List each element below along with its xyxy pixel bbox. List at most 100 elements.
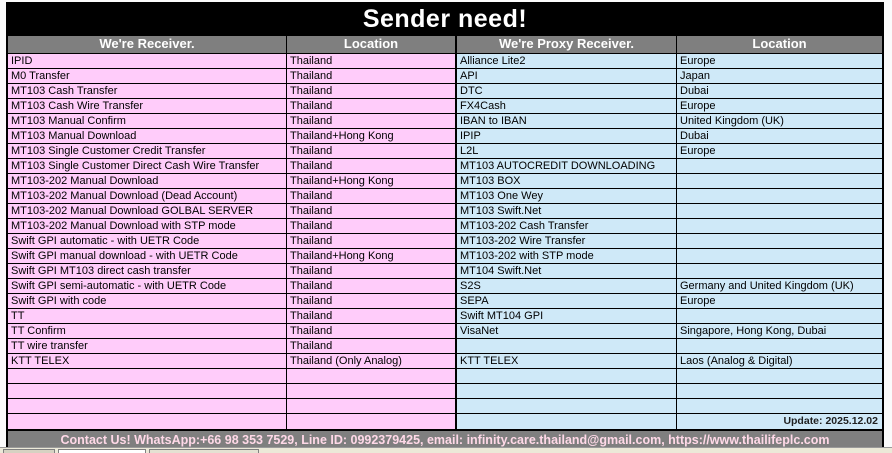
table-cell[interactable] (677, 159, 882, 174)
table-cell[interactable]: Laos (Analog & Digital) (677, 354, 882, 369)
table-cell[interactable]: Europe (677, 99, 882, 114)
table-cell[interactable]: Thailand (287, 99, 457, 114)
table-cell[interactable]: M0 Transfer (8, 69, 287, 84)
sheet-tab[interactable] (3, 449, 55, 453)
table-cell[interactable] (677, 249, 882, 264)
table-cell[interactable] (677, 309, 882, 324)
table-cell[interactable] (677, 174, 882, 189)
table-cell[interactable] (677, 264, 882, 279)
table-cell[interactable]: Thailand (287, 69, 457, 84)
table-cell[interactable]: Swift GPI MT103 direct cash transfer (8, 264, 287, 279)
column-header-proxy-receiver[interactable]: We're Proxy Receiver. (457, 36, 677, 53)
table-cell[interactable] (677, 399, 882, 414)
table-cell[interactable]: Thailand (287, 114, 457, 129)
table-cell[interactable]: Thailand (287, 234, 457, 249)
table-cell[interactable]: Europe (677, 54, 882, 69)
table-cell[interactable] (8, 369, 287, 384)
table-cell[interactable]: Thailand (287, 54, 457, 69)
table-cell[interactable]: Europe (677, 144, 882, 159)
table-cell[interactable] (677, 234, 882, 249)
table-cell[interactable]: Thailand+Hong Kong (287, 129, 457, 144)
table-cell[interactable]: Thailand (287, 324, 457, 339)
table-cell[interactable]: Thailand (287, 219, 457, 234)
table-cell[interactable] (287, 399, 457, 414)
column-header-location-left[interactable]: Location (287, 36, 457, 53)
table-cell[interactable]: MT103 Manual Download (8, 129, 287, 144)
table-cell[interactable]: TT (8, 309, 287, 324)
table-cell[interactable] (457, 399, 677, 414)
table-cell[interactable]: MT103-202 Manual Download with STP mode (8, 219, 287, 234)
table-cell[interactable] (8, 399, 287, 414)
table-cell[interactable]: Japan (677, 69, 882, 84)
table-cell[interactable]: KTT TELEX (457, 354, 677, 369)
sheet-tab-active[interactable] (58, 449, 146, 453)
table-cell[interactable]: MT103-202 Manual Download GOLBAL SERVER (8, 204, 287, 219)
table-cell[interactable]: Thailand+Hong Kong (287, 174, 457, 189)
table-cell[interactable]: FX4Cash (457, 99, 677, 114)
table-cell[interactable]: MT104 Swift.Net (457, 264, 677, 279)
table-cell[interactable] (287, 369, 457, 384)
table-cell[interactable]: Thailand (287, 84, 457, 99)
table-cell[interactable] (457, 369, 677, 384)
table-cell[interactable] (677, 384, 882, 399)
table-cell[interactable]: Thailand (287, 159, 457, 174)
table-cell[interactable] (677, 219, 882, 234)
table-cell[interactable]: VisaNet (457, 324, 677, 339)
table-cell[interactable]: TT wire transfer (8, 339, 287, 354)
table-cell[interactable]: Singapore, Hong Kong, Dubai (677, 324, 882, 339)
table-cell[interactable]: Thailand (287, 189, 457, 204)
table-cell[interactable] (677, 189, 882, 204)
table-cell[interactable]: Thailand (287, 339, 457, 354)
table-cell[interactable]: IBAN to IBAN (457, 114, 677, 129)
table-cell[interactable]: MT103 BOX (457, 174, 677, 189)
table-cell[interactable]: Thailand (Only Analog) (287, 354, 457, 369)
table-cell[interactable]: MT103 Manual Confirm (8, 114, 287, 129)
table-cell[interactable]: IPID (8, 54, 287, 69)
table-cell[interactable]: MT103-202 with STP mode (457, 249, 677, 264)
table-cell[interactable]: MT103-202 Manual Download (8, 174, 287, 189)
table-cell[interactable] (8, 414, 287, 429)
table-cell[interactable]: Swift GPI manual download - with UETR Co… (8, 249, 287, 264)
table-cell[interactable]: MT103 Cash Wire Transfer (8, 99, 287, 114)
sheet-tab[interactable] (149, 449, 259, 453)
table-cell[interactable]: IPIP (457, 129, 677, 144)
table-cell[interactable]: Thailand (287, 279, 457, 294)
table-cell[interactable]: MT103 Swift.Net (457, 204, 677, 219)
table-cell[interactable]: Swift GPI with code (8, 294, 287, 309)
table-cell[interactable]: MT103-202 Cash Transfer (457, 219, 677, 234)
table-cell[interactable]: Europe (677, 294, 882, 309)
table-cell[interactable] (287, 414, 457, 429)
table-cell[interactable]: MT103 One Wey (457, 189, 677, 204)
table-cell[interactable]: Thailand (287, 294, 457, 309)
table-cell[interactable]: MT103 AUTOCREDIT DOWNLOADING (457, 159, 677, 174)
table-cell[interactable] (457, 384, 677, 399)
table-cell[interactable]: SEPA (457, 294, 677, 309)
table-cell[interactable]: Thailand (287, 264, 457, 279)
table-cell[interactable] (287, 384, 457, 399)
table-cell[interactable]: MT103-202 Manual Download (Dead Account) (8, 189, 287, 204)
table-cell[interactable]: Dubai (677, 129, 882, 144)
table-cell[interactable]: Swift GPI automatic - with UETR Code (8, 234, 287, 249)
table-cell[interactable] (677, 339, 882, 354)
table-cell[interactable] (457, 414, 677, 429)
update-date-cell[interactable]: Update: 2025.12.02 (677, 414, 882, 429)
table-cell[interactable] (677, 204, 882, 219)
table-cell[interactable]: Thailand (287, 309, 457, 324)
table-cell[interactable]: KTT TELEX (8, 354, 287, 369)
table-cell[interactable]: Swift MT104 GPI (457, 309, 677, 324)
column-header-receiver[interactable]: We're Receiver. (8, 36, 287, 53)
table-cell[interactable] (677, 369, 882, 384)
table-cell[interactable]: Dubai (677, 84, 882, 99)
table-cell[interactable]: API (457, 69, 677, 84)
table-cell[interactable]: DTC (457, 84, 677, 99)
column-header-location-right[interactable]: Location (752, 36, 807, 51)
table-cell[interactable]: L2L (457, 144, 677, 159)
table-cell[interactable]: MT103 Cash Transfer (8, 84, 287, 99)
table-cell[interactable]: MT103-202 Wire Transfer (457, 234, 677, 249)
table-cell[interactable]: Thailand (287, 204, 457, 219)
table-cell[interactable]: Thailand (287, 144, 457, 159)
table-cell[interactable] (8, 384, 287, 399)
table-cell[interactable]: Thailand+Hong Kong (287, 249, 457, 264)
table-cell[interactable]: Alliance Lite2 (457, 54, 677, 69)
table-cell[interactable]: TT Confirm (8, 324, 287, 339)
